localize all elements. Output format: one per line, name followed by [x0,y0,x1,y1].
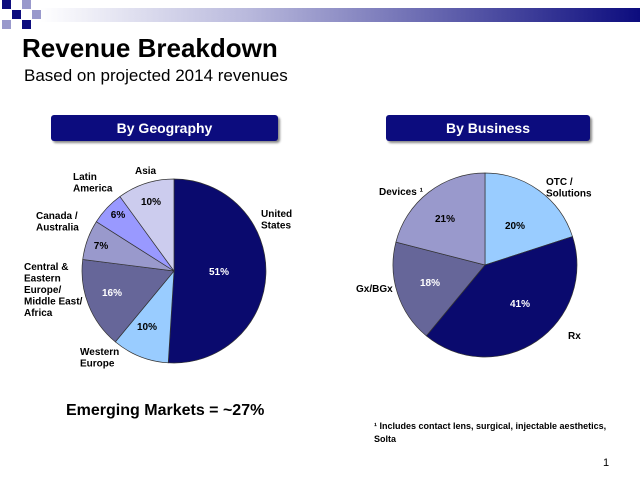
slide-title: Revenue Breakdown [22,33,278,63]
slice-percent-label: 51% [209,267,229,278]
slice-percent-label: 7% [94,241,109,252]
slice-category-label: United States [261,209,292,232]
slice-category-label: Asia [135,166,157,177]
slice-category-label: Gx/BGx [356,284,393,295]
pie-slice [119,178,175,273]
slice-percent-label: 10% [137,322,157,333]
header-decoration [2,0,640,29]
header-gradient-bar [40,8,640,22]
pie-slice [167,178,267,364]
header-square [32,10,41,19]
emerging-markets-note: Emerging Markets = ~27% [66,402,265,419]
geography-header: By Geography [51,115,278,141]
header-square [2,0,11,9]
slice-category-label: Latin America [73,172,113,195]
slice-percent-label: 20% [505,221,525,232]
pie-slice [81,259,175,343]
slice-percent-label: 6% [111,210,126,221]
slice-category-label: Rx [568,331,581,342]
slice-percent-label: 41% [510,299,530,310]
header-square [22,20,31,29]
slice-percent-label: 10% [141,197,161,208]
header-square [12,10,21,19]
slice-category-label: Devices ¹ [379,187,424,198]
slice-percent-label: 16% [102,288,122,299]
slice-category-label: Western Europe [80,347,119,370]
slice-category-label: Central & Eastern Europe/Middle East/Afric… [24,262,83,319]
pie-slice [392,241,486,337]
slice-category-label: OTC / Solutions [546,177,592,200]
slice-percent-label: 18% [420,278,440,289]
slide-subtitle: Based on projected 2014 revenues [24,66,288,85]
header-square [22,0,31,9]
slice-percent-label: 21% [435,214,455,225]
footnote: ¹ Includes contact lens, surgical, injec… [374,421,607,444]
page-number: 1 [603,457,610,469]
pie-slice [425,236,578,358]
pie-slice [484,172,573,266]
business-header: By Business [386,115,590,141]
slice-category-label: Canada / Australia [36,211,79,234]
pie-slice [395,172,486,266]
header-square [2,20,11,29]
